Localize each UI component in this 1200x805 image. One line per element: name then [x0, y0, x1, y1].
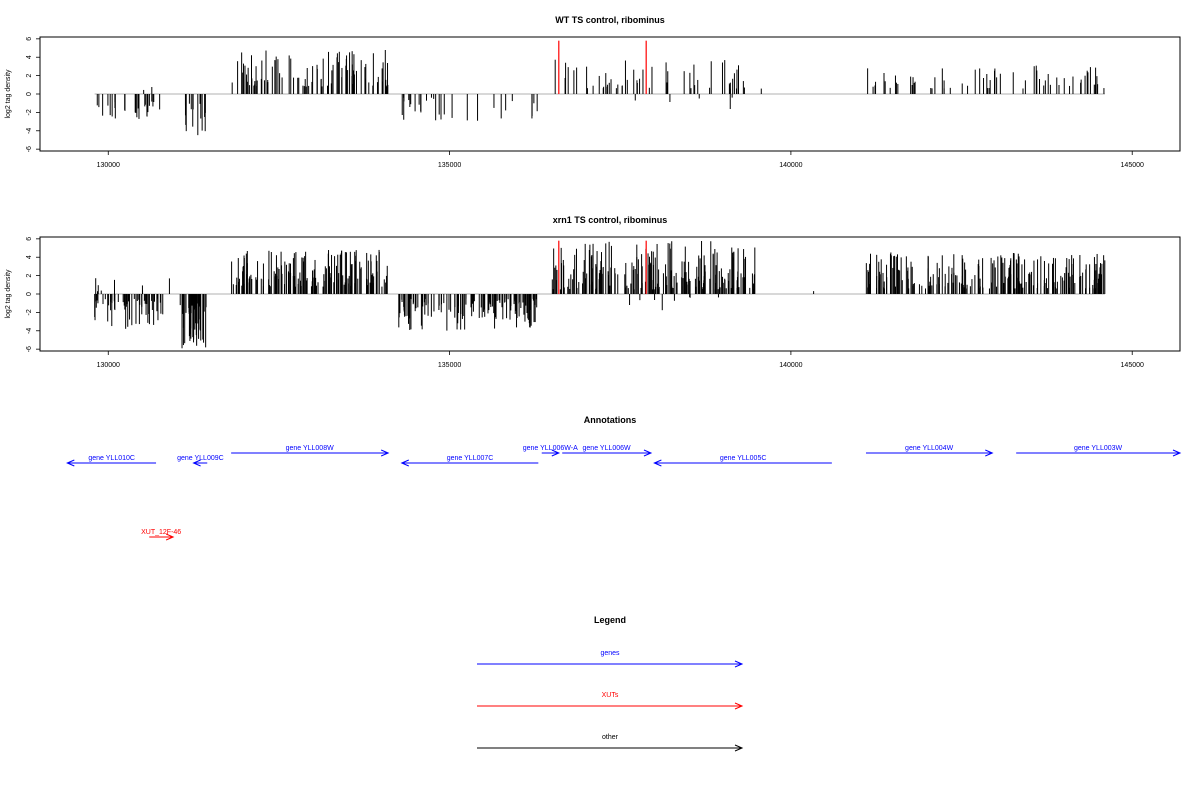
wt-highlight-bars [558, 40, 647, 94]
gene-feature-arrow [865, 449, 994, 457]
xrn1-x-tick-label: 135000 [438, 362, 461, 369]
xrn1-y-tick-label: 4 [26, 255, 33, 259]
wt-y-tick-label: 6 [26, 37, 33, 41]
wt-track-title: WT TS control, ribominus [555, 15, 665, 25]
wt-y-tick-label: 4 [26, 55, 33, 59]
wt-x-tick-label: 135000 [438, 162, 461, 169]
wt-y-axis-label: log2 tag density [5, 69, 12, 119]
xrn1-x-tick-label: 140000 [779, 362, 802, 369]
gene-feature-arrow [1016, 449, 1182, 457]
gene-feature-label: gene YLL007C [447, 455, 494, 462]
legend-gene-arrow [477, 660, 744, 668]
wt-track-panel: WT TS control, ribominus log2 tag densit… [5, 15, 1181, 169]
legend-other-arrow [477, 744, 744, 752]
wt-x-tick-label: 145000 [1121, 162, 1144, 169]
wt-x-tick-label: 140000 [779, 162, 802, 169]
xrn1-highlight-bars [558, 240, 647, 294]
gene-feature-label: gene YLL010C [88, 455, 135, 462]
wt-y-tick-label: -6 [26, 146, 33, 152]
legend-gene-label: genes [600, 650, 620, 657]
xrn1-x-tick-label: 130000 [97, 362, 120, 369]
wt-x-tick-label: 130000 [97, 162, 120, 169]
xrn1-y-axis-label: log2 tag density [5, 269, 12, 319]
annotations-panel: Annotations gene YLL010C gene YLL009Cgene… [66, 415, 1182, 541]
wt-y-tick-label: -2 [26, 109, 33, 115]
xrn1-y-tick-label: -6 [26, 346, 33, 352]
wt-y-tick-label: 2 [26, 74, 33, 78]
gene-feature-arrow [541, 449, 561, 457]
legend-title: Legend [594, 615, 626, 625]
xrn1-y-axis: 6 4 2 0 -2 -4 -6 [26, 237, 40, 352]
xrn1-x-axis: 130000 135000 140000 145000 [97, 351, 1144, 369]
xut-feature-arrow [149, 533, 175, 541]
legend-items: genes XUTs other [477, 650, 744, 752]
xrn1-y-tick-label: -4 [26, 328, 33, 334]
annotation-features: gene YLL010C gene YLL009C gene YLL008W gene… [66, 445, 1182, 541]
wt-x-axis: 130000 135000 140000 145000 [97, 151, 1144, 169]
gene-feature-label: gene YLL003W [1074, 445, 1123, 452]
legend-xut-arrow [477, 702, 744, 710]
xrn1-y-tick-label: 2 [26, 274, 33, 278]
gene-feature-label: gene YLL004W [905, 445, 954, 452]
wt-density-bars [96, 49, 1105, 136]
wt-y-tick-label: -4 [26, 128, 33, 134]
xrn1-track-panel: xrn1 TS control, ribominus log2 tag dens… [5, 215, 1181, 369]
xrn1-y-tick-label: 0 [26, 292, 33, 296]
gene-feature-arrow [562, 449, 653, 457]
xrn1-y-tick-label: -2 [26, 309, 33, 315]
wt-y-tick-label: 0 [26, 92, 33, 96]
wt-y-axis: 6 4 2 0 -2 -4 -6 [26, 37, 40, 152]
gene-feature-label: gene YLL009C [177, 455, 224, 462]
xrn1-y-tick-label: 6 [26, 237, 33, 241]
xrn1-density-bars [94, 240, 1106, 349]
gene-feature-arrow [66, 459, 157, 467]
gene-feature-arrow [231, 449, 390, 457]
xut-feature-label: XUT_12F-46 [141, 529, 181, 536]
gene-feature-arrow [192, 459, 208, 467]
gene-feature-label: gene YLL006W [583, 445, 632, 452]
xrn1-x-tick-label: 145000 [1121, 362, 1144, 369]
annotations-title: Annotations [584, 415, 637, 425]
legend-other-label: other [602, 734, 619, 741]
gene-feature-label: gene YLL008W [286, 445, 335, 452]
gene-feature-arrow [400, 459, 539, 467]
legend-xut-label: XUTs [602, 692, 619, 699]
gene-feature-label: gene YLL006W-A [523, 445, 578, 452]
legend-panel: Legend genes XUTs other [477, 615, 744, 752]
gene-feature-label: gene YLL005C [720, 455, 767, 462]
xrn1-track-title: xrn1 TS control, ribominus [553, 215, 668, 225]
gene-feature-arrow [653, 459, 832, 467]
